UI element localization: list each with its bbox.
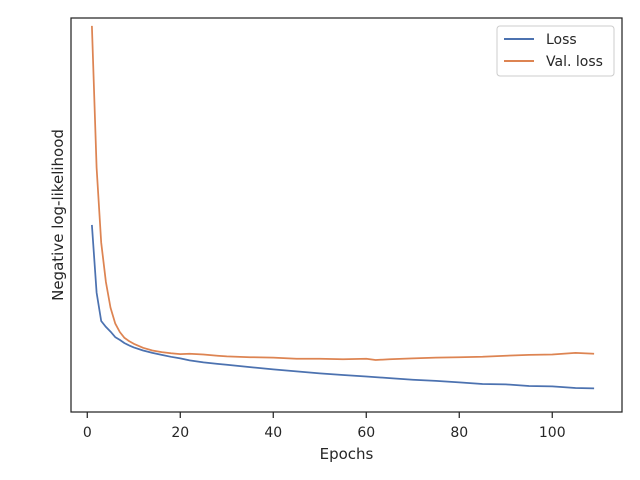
axes-frame (70, 17, 623, 413)
legend: Loss Val. loss (496, 25, 615, 77)
x-tick-label: 80 (450, 425, 468, 441)
x-axis-title: Epochs (320, 445, 374, 463)
x-tick-label: 0 (83, 425, 92, 441)
x-tick-label: 100 (539, 425, 566, 441)
legend-label-val-loss: Val. loss (546, 54, 603, 70)
legend-label-loss: Loss (546, 32, 577, 48)
series-line-val-loss (91, 25, 595, 361)
series-line-loss (91, 224, 595, 390)
series-layer (91, 25, 595, 390)
plot-area (70, 17, 623, 413)
y-axis-title: Negative log-likelihood (49, 129, 67, 301)
x-tick-label: 60 (357, 425, 375, 441)
x-tick-label: 20 (171, 425, 189, 441)
x-tick-label: 40 (264, 425, 282, 441)
x-axis-ticks: 0 20 40 60 80 100 (83, 412, 566, 441)
